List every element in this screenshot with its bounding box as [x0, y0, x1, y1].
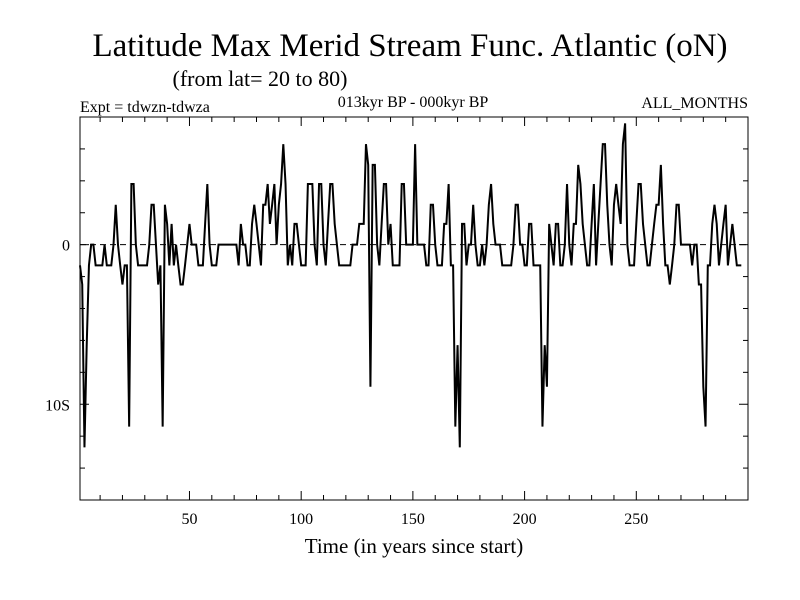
axis-tick-labels: 50 100 150 200 250 0 10S [45, 238, 648, 528]
expt-label: Expt = tdwzn-tdwza [80, 99, 210, 116]
x-tick-label: 150 [401, 511, 425, 528]
x-tick-label: 50 [181, 511, 197, 528]
x-tick-label: 100 [289, 511, 313, 528]
chart-title: Latitude Max Merid Stream Func. Atlantic… [92, 28, 727, 64]
y-tick-label: 0 [62, 238, 70, 255]
y-tick-label: 10S [45, 397, 70, 414]
x-tick-label: 200 [513, 511, 537, 528]
period-label: 013kyr BP - 000kyr BP [338, 94, 489, 111]
x-tick-label: 250 [624, 511, 648, 528]
chart-subtitle: (from lat= 20 to 80) [173, 66, 348, 91]
axis-ticks [80, 116, 749, 501]
x-axis-label: Time (in years since start) [305, 534, 524, 558]
months-label: ALL_MONTHS [641, 95, 748, 112]
series-line-latitude-max [79, 123, 742, 448]
